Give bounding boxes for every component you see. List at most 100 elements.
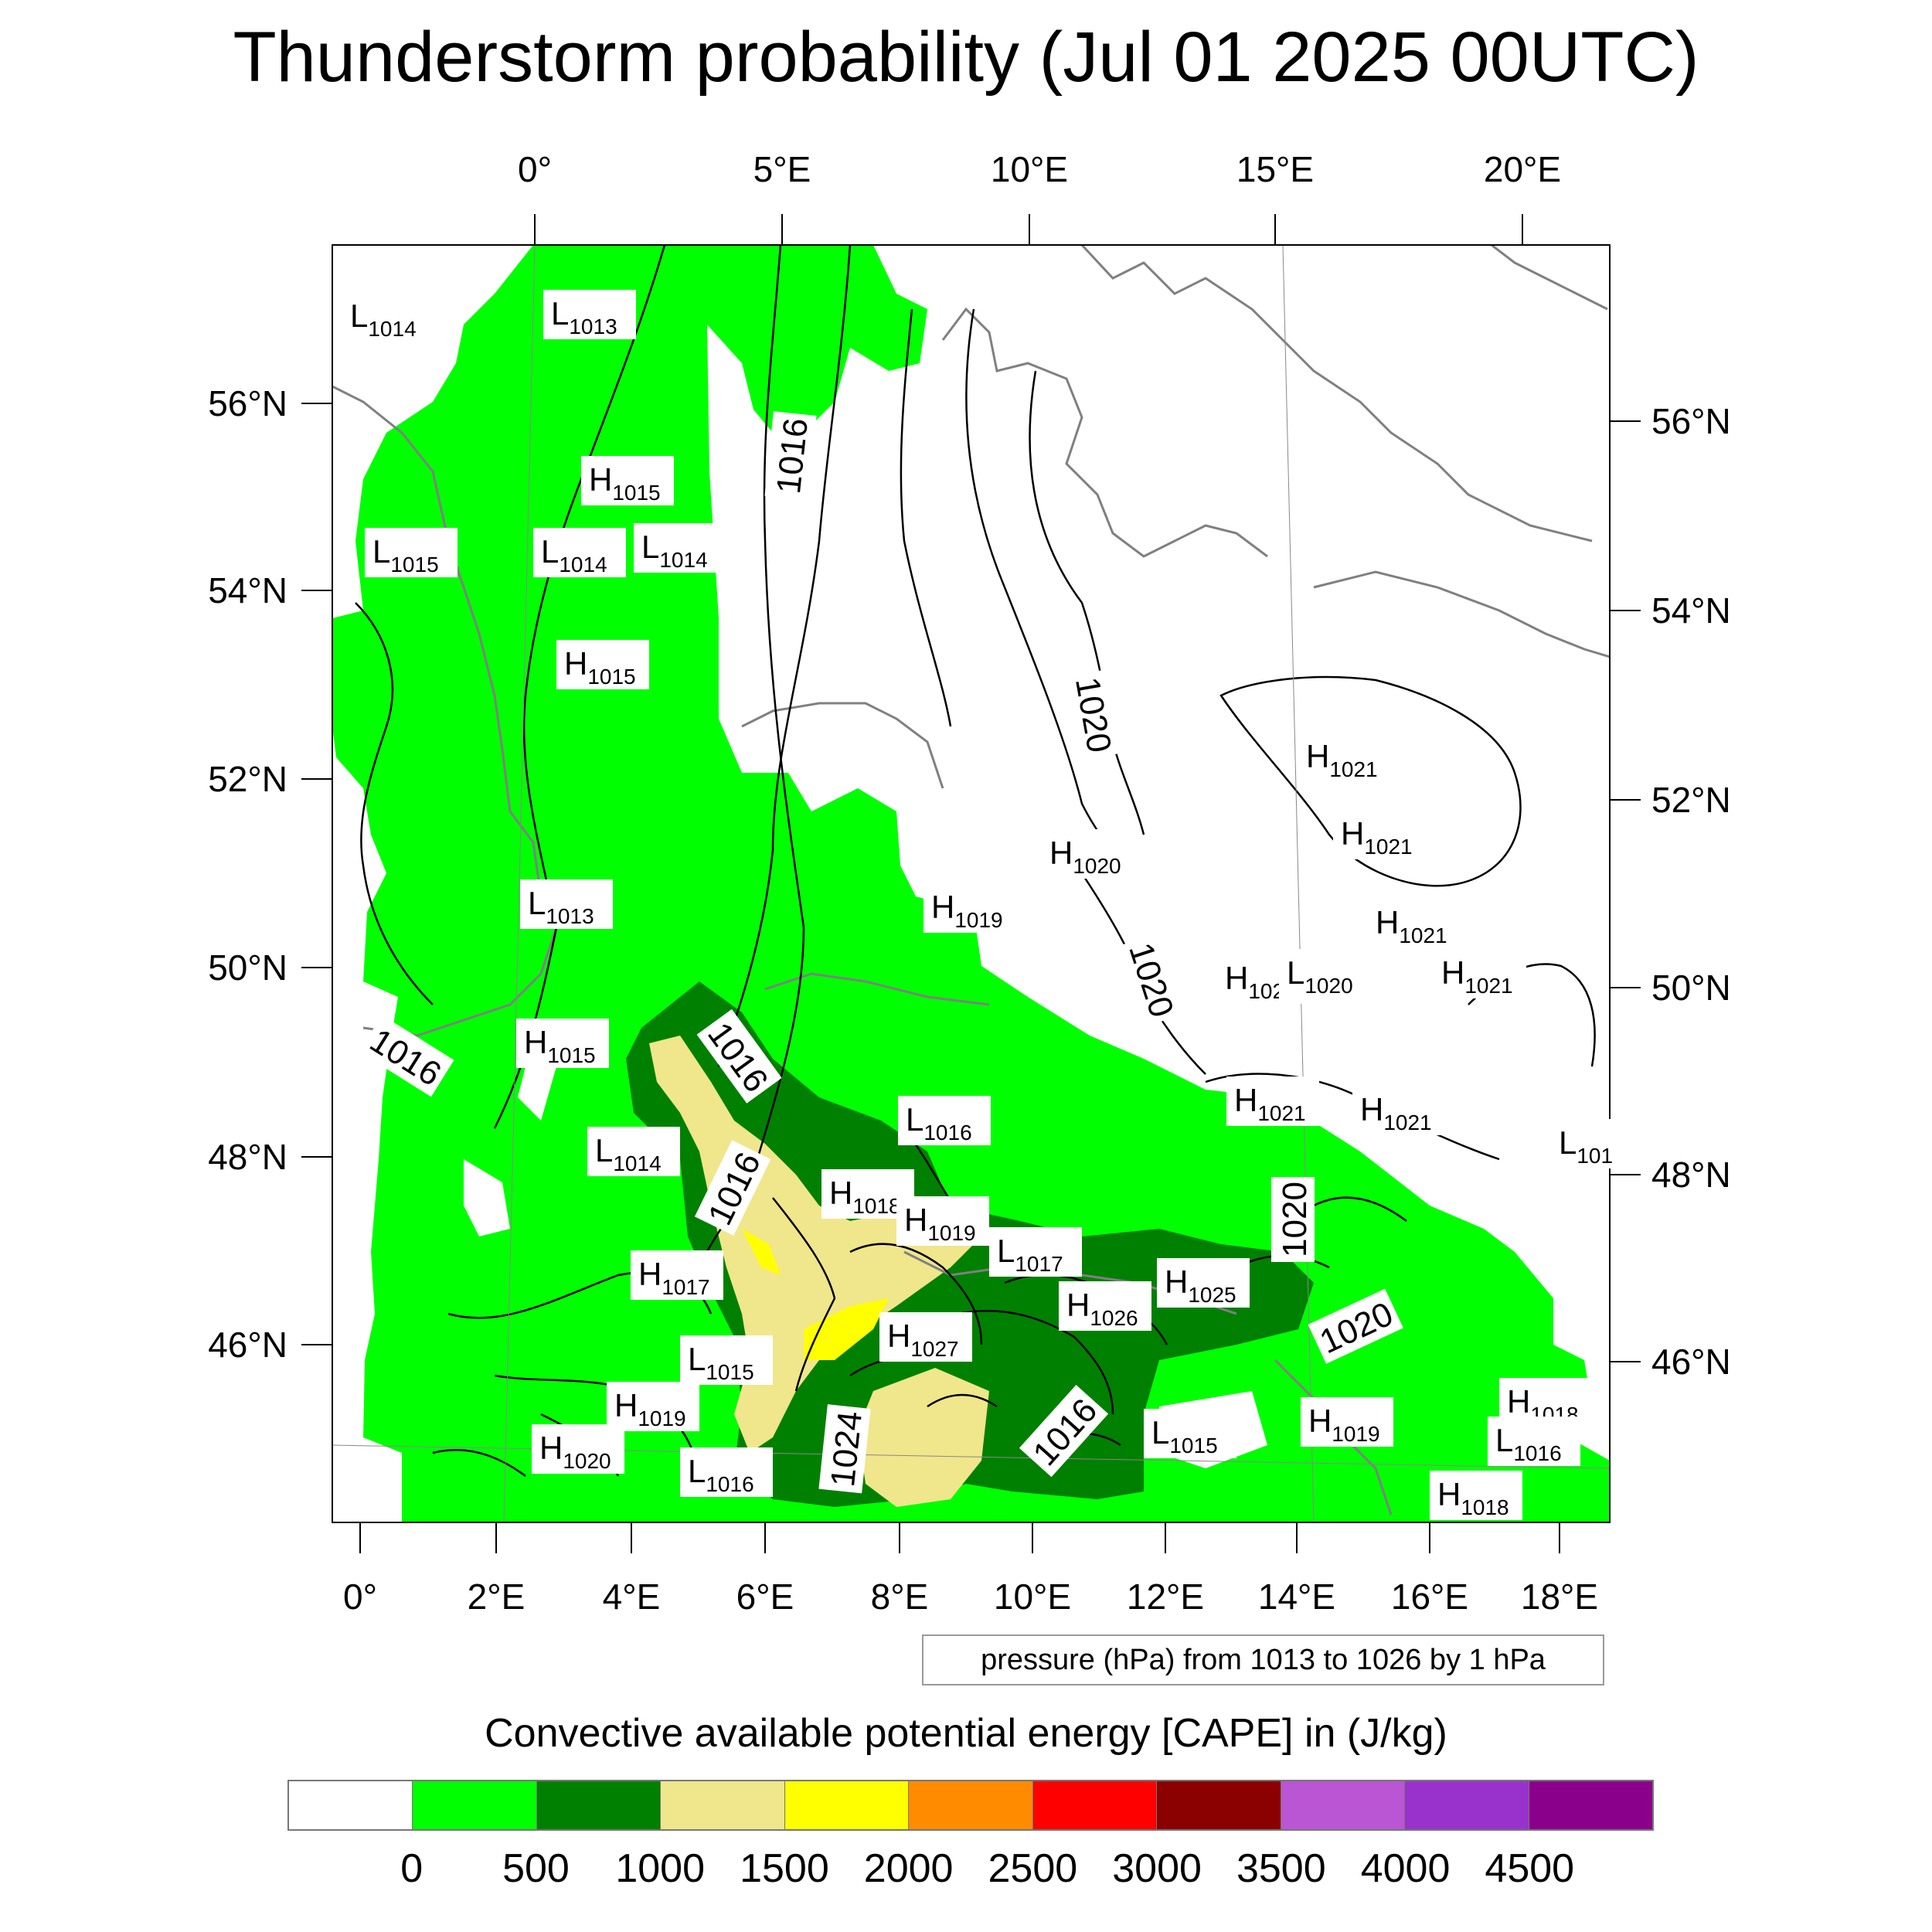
colorbar-tick-label: 1500: [740, 1846, 829, 1891]
pressure-value: 1019: [954, 908, 1002, 932]
pressure-value: 1015: [612, 481, 660, 505]
contour-label-box: [696, 1009, 782, 1104]
pressure-value: 1015: [1169, 1434, 1217, 1458]
colorbar-tick-label: 3000: [1112, 1846, 1202, 1891]
pressure-value: 1014: [613, 1151, 661, 1175]
top-lon-label: 0°: [518, 149, 552, 189]
pressure-label-text: H1017: [638, 1256, 710, 1299]
pressure-type: H: [1341, 815, 1364, 852]
right-lat-label: 54°N: [1651, 590, 1731, 631]
pressure-value: 1018: [1461, 1495, 1509, 1519]
high-pressure-label: H1015: [581, 456, 674, 505]
pressure-label-box: [1042, 829, 1134, 879]
pressure-value: 1025: [1188, 1283, 1236, 1307]
pressure-label-box: [1333, 810, 1426, 859]
pressure-label-text: L101: [1559, 1124, 1613, 1168]
pressure-label-text: H1020: [1049, 835, 1121, 878]
high-pressure-label: H1027: [879, 1312, 972, 1362]
pressure-label-box: [520, 879, 613, 929]
right-lat-label: 50°N: [1651, 968, 1731, 1008]
low-pressure-label: L1015: [680, 1335, 773, 1385]
pressure-type: H: [1360, 1091, 1383, 1128]
contour-label: 1024: [818, 1404, 871, 1494]
pressure-label-text: H1021: [1341, 815, 1413, 859]
cape-1500-2000-region-2: [804, 1298, 889, 1360]
pressure-value: 1013: [569, 315, 617, 338]
pressure-label-text: L1020: [1287, 954, 1353, 998]
pressure-type: L: [372, 533, 390, 570]
pressure-type: H: [1165, 1264, 1188, 1300]
left-lat-label: 56°N: [208, 383, 287, 423]
pressure-label-text: L1014: [595, 1132, 662, 1175]
colorbar-box: [1281, 1781, 1406, 1829]
colorbar: [287, 1780, 1654, 1831]
left-lat-label: 52°N: [208, 759, 287, 799]
pressure-type: H: [638, 1256, 662, 1292]
pressure-value: 1014: [368, 317, 416, 341]
pressure-value: 1021: [1464, 974, 1512, 998]
pressure-type: H: [829, 1175, 852, 1211]
pressure-value: 1020: [1304, 974, 1352, 998]
cape-white-hole-1: [464, 1159, 510, 1236]
contour-label-box: [764, 411, 817, 501]
pressure-label-box: [607, 1382, 699, 1431]
pressure-type: L: [906, 1101, 923, 1138]
pressure-label-text: H1021: [1234, 1082, 1306, 1125]
low-pressure-label: L1016: [680, 1447, 773, 1497]
contour-label: 1016: [764, 411, 817, 501]
pressure-value: 1017: [1015, 1252, 1063, 1276]
low-pressure-label: L1013: [543, 290, 636, 339]
right-lat-label: 56°N: [1651, 401, 1731, 441]
pressure-type: L: [1151, 1414, 1169, 1451]
pressure-type: H: [1507, 1383, 1530, 1420]
pressure-label-box: [1144, 1409, 1236, 1458]
pressure-type: H: [1066, 1287, 1090, 1323]
bottom-lon-label: 14°E: [1258, 1577, 1335, 1617]
pressure-value: 1021: [1364, 835, 1412, 859]
pressure-type: H: [1437, 1476, 1461, 1512]
contour-label-box: [1119, 932, 1187, 1027]
low-pressure-label: L1014: [533, 528, 626, 577]
high-pressure-label: H1021: [1226, 1077, 1319, 1126]
pressure-type: H: [614, 1387, 638, 1423]
bottom-lon-label: 18°E: [1521, 1577, 1598, 1617]
left-lat-label: 50°N: [208, 947, 287, 988]
contour-label-box: [359, 1015, 454, 1097]
right-lat-label: 48°N: [1651, 1155, 1731, 1195]
high-pressure-label: H1019: [923, 883, 1016, 933]
pressure-label-text: H1019: [1308, 1403, 1380, 1446]
low-pressure-label: L1015: [1144, 1409, 1236, 1458]
bottom-lon-label: 2°E: [468, 1577, 526, 1617]
pressure-label-box: [1226, 1077, 1319, 1126]
high-pressure-label: H1018: [1430, 1471, 1522, 1520]
pressure-type: L: [997, 1233, 1015, 1269]
pressure-label-text: H1026: [1066, 1287, 1138, 1330]
pressure-value: 1027: [910, 1337, 958, 1361]
contour-label-box: [818, 1404, 871, 1494]
pressure-type: H: [1306, 738, 1329, 774]
pressure-type: L: [350, 298, 368, 334]
pressure-label-text: H1015: [564, 645, 636, 689]
pressure-label-box: [898, 1096, 991, 1145]
pressure-type: L: [688, 1341, 706, 1377]
pressure-type: L: [1559, 1124, 1577, 1161]
pressure-label-box: [342, 292, 435, 342]
bottom-lon-label: 10°E: [994, 1577, 1071, 1617]
high-pressure-label: H1015: [556, 640, 649, 689]
contour-label-box: [1308, 1288, 1403, 1364]
colorbar-tick-label: 1000: [615, 1846, 706, 1891]
pressure-label-text: L1015: [1151, 1414, 1218, 1458]
pressure-label-box: [1430, 1471, 1522, 1520]
low-pressure-label: L1013: [520, 879, 613, 929]
pressure-label-box: [543, 290, 636, 339]
colorbar-tick-label: 2500: [988, 1846, 1078, 1891]
contour-label-box: [694, 1140, 771, 1236]
pressure-label-text: L1013: [528, 885, 594, 928]
pressure-label-box: [1059, 1281, 1151, 1331]
colorbar-box: [1529, 1781, 1652, 1829]
colorbar-box: [1157, 1781, 1281, 1829]
high-pressure-label: H1019: [896, 1196, 989, 1246]
pressure-type: H: [524, 1024, 547, 1060]
pressure-type: H: [904, 1202, 927, 1238]
